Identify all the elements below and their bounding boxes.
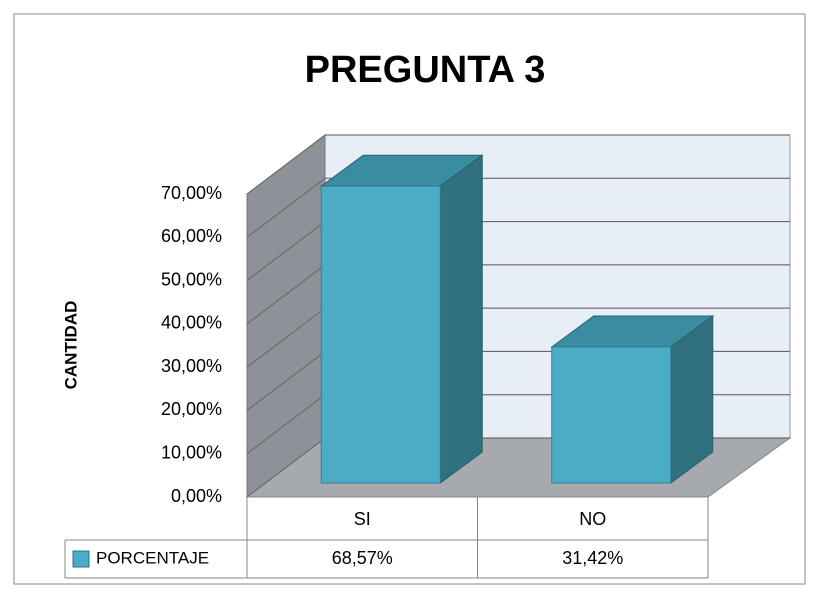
grid-line xyxy=(246,351,326,411)
y-tick-label: 20,00% xyxy=(161,399,222,419)
side-wall xyxy=(246,133,326,499)
bar xyxy=(551,346,672,484)
y-tick-label: 60,00% xyxy=(161,226,222,246)
y-tick-label: 10,00% xyxy=(161,442,222,462)
grid-line xyxy=(246,437,326,498)
data-label: 31,42% xyxy=(562,548,623,568)
chart-title: PREGUNTA 3 xyxy=(305,49,546,91)
y-tick-label: 70,00% xyxy=(161,183,222,203)
bar xyxy=(320,185,441,484)
grid-line xyxy=(246,177,326,238)
y-tick-label: 30,00% xyxy=(161,356,222,376)
grid-line xyxy=(246,264,326,325)
bar-side xyxy=(439,154,483,484)
data-label: 68,57% xyxy=(332,548,393,568)
grid-line xyxy=(246,134,326,195)
legend-label: PORCENTAJE xyxy=(96,548,209,567)
x-tick-label: NO xyxy=(579,509,606,529)
x-tick-label: SI xyxy=(354,509,371,529)
y-tick-label: 40,00% xyxy=(161,313,222,333)
grid-line xyxy=(246,394,326,455)
legend-swatch xyxy=(72,550,90,568)
y-axis-label: CANTIDAD xyxy=(61,301,80,390)
grid-line xyxy=(246,307,326,368)
y-tick-label: 50,00% xyxy=(161,269,222,289)
y-tick-label: 0,00% xyxy=(171,486,222,506)
grid-line xyxy=(246,221,326,281)
